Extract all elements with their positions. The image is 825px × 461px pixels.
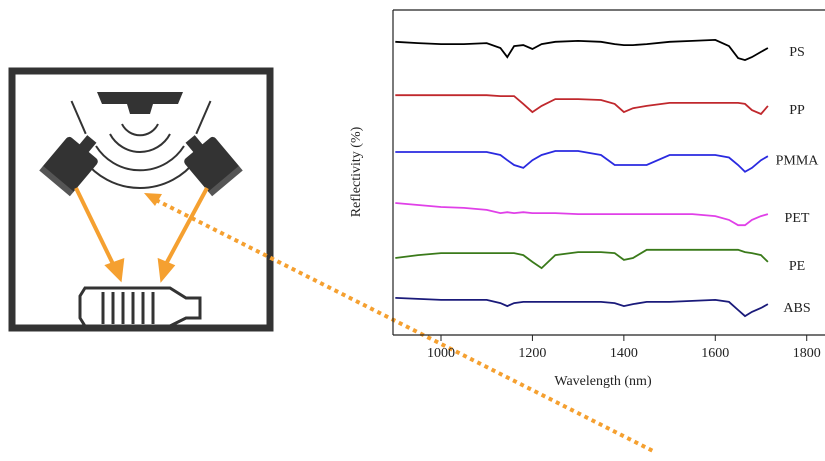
sensor-left <box>24 101 118 196</box>
figure: Wavelength (nm) Reflectivity (%) 1000 120… <box>0 0 825 456</box>
series-line <box>395 250 768 268</box>
x-tick-label: 1400 <box>610 346 638 361</box>
series-label: PE <box>789 259 805 274</box>
series-label: PP <box>789 103 805 118</box>
series-label: PS <box>789 45 805 60</box>
sensor-right <box>165 101 259 196</box>
series-line <box>395 203 768 225</box>
lamp-base <box>127 104 153 114</box>
x-tick-label: 1200 <box>518 346 546 361</box>
x-axis-label: Wavelength (nm) <box>554 374 652 389</box>
waves <box>84 124 196 188</box>
x-tick-label: 1600 <box>701 346 729 361</box>
plot: Wavelength (nm) Reflectivity (%) 1000 120… <box>349 10 825 389</box>
series-line <box>395 40 768 60</box>
page: Wavelength (nm) Reflectivity (%) 1000 120… <box>0 0 825 461</box>
series-line <box>395 151 768 172</box>
y-axis-label: Reflectivity (%) <box>349 126 364 217</box>
x-tick-label: 1800 <box>793 346 821 361</box>
arrows <box>76 188 207 278</box>
bottle <box>80 288 200 326</box>
series-line <box>395 298 768 316</box>
x-tick-label: 1000 <box>427 346 455 361</box>
series-label: ABS <box>783 301 810 316</box>
lamp <box>97 92 183 104</box>
diagram <box>12 71 655 452</box>
series-line <box>395 95 768 114</box>
series-label: PMMA <box>776 153 820 168</box>
series-label: PET <box>785 211 810 226</box>
